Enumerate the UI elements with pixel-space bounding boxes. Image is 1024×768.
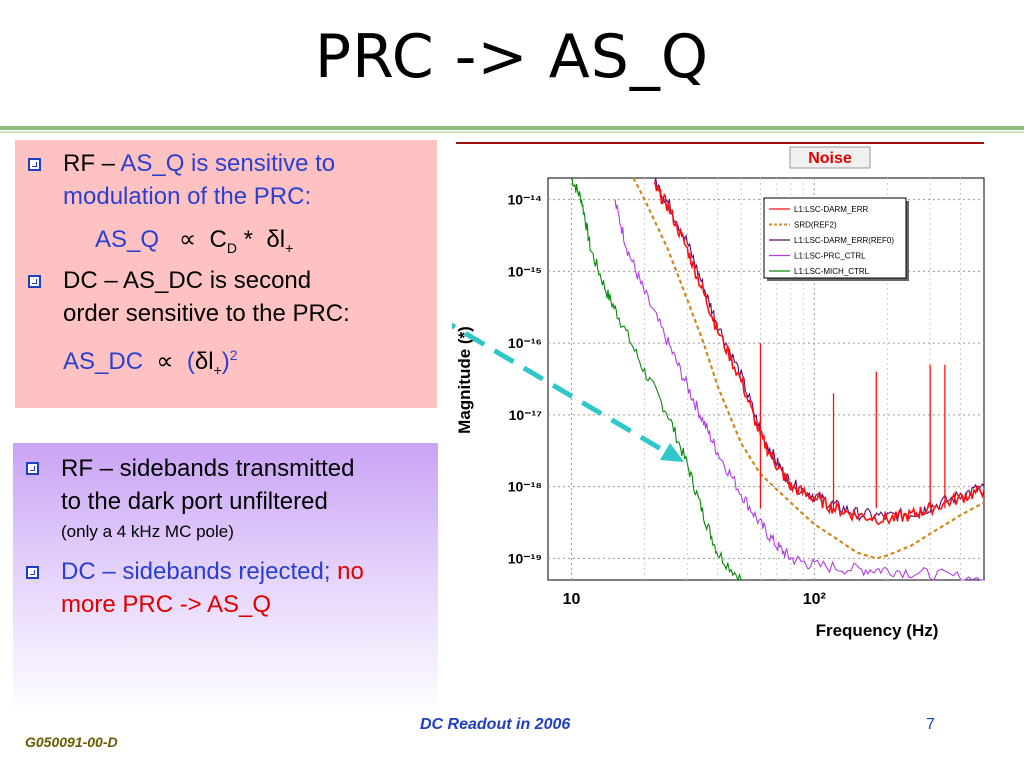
chart-series <box>571 177 985 582</box>
y-tick-label: 10⁻¹⁴ <box>507 192 542 208</box>
eq2-proportional: ∝ <box>156 348 174 375</box>
legend-box <box>763 197 907 279</box>
series-line-l1-lsc-darm-err <box>653 181 985 526</box>
legend-label: L1:LSC-DARM_ERR <box>794 205 868 214</box>
dc-rejected-text: DC – sidebands rejected; <box>61 558 338 585</box>
noise-title-badge: Noise <box>789 146 871 169</box>
footer-title: DC Readout in 2006 <box>420 716 571 733</box>
box2-bullet1-line2: to the dark port unfiltered <box>61 488 328 515</box>
slide-title: PRC -> AS_Q <box>314 22 710 92</box>
rf-dc-sensitivity-box <box>15 140 437 408</box>
legend-label: L1:LSC-MICH_CTRL <box>794 267 870 276</box>
sidebands-box <box>13 443 438 715</box>
bullet-icon <box>28 158 41 171</box>
title-divider <box>0 126 1024 130</box>
rf-label: RF – <box>63 150 121 177</box>
box1-bullet2-line1: DC – AS_DC is second <box>63 267 312 294</box>
eq2-open: ( <box>186 348 195 375</box>
series-line-l1-lsc-prc-ctrl <box>614 199 984 581</box>
box1-bullet2-line2: order sensitive to the PRC: <box>63 300 350 327</box>
legend-label: SRD(REF2) <box>794 221 837 230</box>
bullet-icon <box>26 566 39 579</box>
series-line-srd-ref2- <box>632 177 985 560</box>
y-tick-label: 10⁻¹⁵ <box>508 263 542 279</box>
eq2-delta: δ <box>194 348 209 375</box>
box1-bullet1-line2: modulation of the PRC: <box>63 183 312 210</box>
equation-as-dc: AS_DC ∝ (δl+)2 <box>63 339 238 387</box>
as-q-text: AS_Q is sensitive to <box>120 150 336 177</box>
legend-label: L1:LSC-PRC_CTRL <box>794 252 866 261</box>
eq2-close: ) <box>221 348 230 375</box>
document-id: G050091-00-D <box>25 734 118 750</box>
eq2-sup: 2 <box>229 347 238 363</box>
y-tick-label: 10⁻¹⁹ <box>508 550 542 566</box>
y-tick-labels: 10⁻¹⁴ 10⁻¹⁵ 10⁻¹⁶ 10⁻¹⁷ 10⁻¹⁸ 10⁻¹⁹ <box>507 192 542 567</box>
eq1-c-sub: D <box>226 239 238 256</box>
y-tick-label: 10⁻¹⁶ <box>508 335 542 351</box>
eq1-l-sub: + <box>285 239 294 256</box>
box1-bullet1-line1: RF – AS_Q is sensitive to <box>63 147 335 180</box>
box2-bullet1-line1: RF – sidebands transmitted <box>61 455 355 482</box>
chart-title: Noise <box>808 150 852 167</box>
dashed-arrow-line <box>452 322 668 455</box>
x-tick-label: 10² <box>803 591 826 608</box>
box2-bullet2-line2: more PRC -> AS_Q <box>61 591 272 618</box>
eq1-l: l <box>279 226 286 253</box>
eq2-l: l <box>208 348 214 375</box>
title-divider-shadow <box>0 131 1024 133</box>
x-axis-label: Frequency (Hz) <box>816 621 939 640</box>
eq1-star: * <box>237 226 254 253</box>
bullet-icon <box>26 462 39 475</box>
arrow-head-icon <box>660 443 684 462</box>
eq1-delta: δ <box>266 226 280 253</box>
x-tick-labels: 10 10² <box>563 591 826 608</box>
equation-as-q: AS_Q ∝ CD * δl+ <box>95 223 293 265</box>
y-tick-label: 10⁻¹⁷ <box>509 407 543 423</box>
eq1-c: C <box>209 226 227 253</box>
eq1-lhs: AS_Q <box>95 226 160 253</box>
annotation-arrow <box>452 322 684 462</box>
eq2-lhs: AS_DC <box>63 348 144 375</box>
legend-label: L1:LSC-DARM_ERR(REF0) <box>794 236 894 245</box>
noise-title-box <box>789 146 871 169</box>
page-number: 7 <box>926 716 935 733</box>
eq1-proportional: ∝ <box>179 226 197 253</box>
series-line-l1-lsc-mich-ctrl <box>571 177 742 582</box>
no-text: no <box>337 558 364 585</box>
y-axis-label: Magnitude (*) <box>455 326 474 434</box>
eq2-l-sub: + <box>213 361 222 378</box>
box2-bullet2-line1: DC – sidebands rejected; no <box>61 555 364 588</box>
x-tick-label: 10 <box>563 591 581 608</box>
box2-note: (only a 4 kHz MC pole) <box>61 522 234 541</box>
chart-legend: L1:LSC-DARM_ERR SRD(REF2) L1:LSC-DARM_ERR(… <box>763 197 909 281</box>
y-tick-label: 10⁻¹⁸ <box>508 479 542 495</box>
bullet-icon <box>28 275 41 288</box>
